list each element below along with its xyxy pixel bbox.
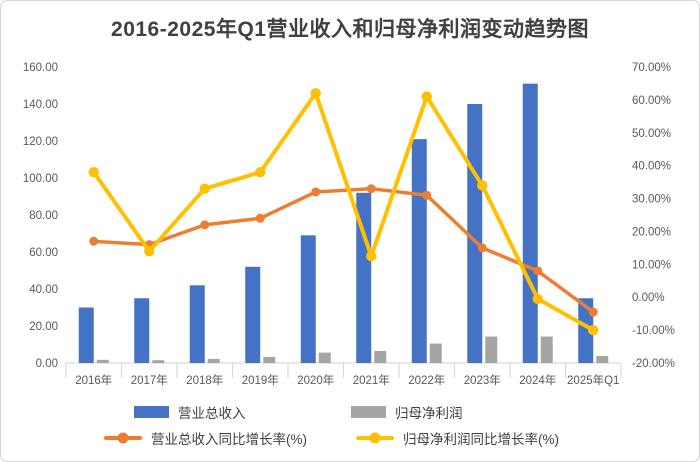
bar-profit	[152, 360, 165, 363]
bar-revenue	[356, 192, 372, 363]
profit-growth-point	[88, 167, 99, 178]
left-axis-tick-label: 160.00	[23, 62, 58, 74]
x-axis-category-label: 2020年	[297, 373, 334, 387]
chart-title: 2016-2025年Q1营业收入和归母净利润变动趋势图	[111, 18, 589, 41]
bar-revenue	[245, 266, 261, 363]
x-axis-category-label: 2022年	[408, 373, 445, 387]
profit-growth-line-swatch-icon	[356, 432, 394, 445]
bar-revenue	[78, 307, 94, 363]
left-axis-tick-label: 140.00	[23, 99, 58, 111]
left-axis-tick-label: 20.00	[29, 321, 58, 333]
bar-revenue	[134, 298, 150, 363]
right-axis-tick-label: 20.00%	[632, 226, 671, 238]
x-axis-category-label: 2018年	[186, 373, 223, 387]
legend-item-profit: 归母净利润	[351, 404, 463, 421]
right-axis-tick-label: 70.00%	[632, 62, 671, 74]
profit-growth-point	[532, 293, 543, 305]
revenue-bar-swatch-icon	[134, 406, 169, 418]
bar-revenue	[411, 139, 427, 363]
profit-growth-point	[477, 180, 488, 191]
bar-profit	[429, 343, 442, 363]
x-axis-category-label: 2024年	[519, 373, 556, 387]
revenue-growth-line	[92, 186, 595, 314]
x-axis-category-label: 2016年	[75, 373, 112, 387]
left-axis-tick-label: 80.00	[29, 210, 58, 222]
left-axis-tick-label: 120.00	[23, 136, 58, 148]
revenue-growth-point	[533, 266, 543, 276]
left-axis-tick-label: 0.00	[36, 358, 58, 370]
right-axis-tick-label: 50.00%	[632, 128, 671, 140]
profit-growth-point	[588, 324, 599, 336]
profit-growth-point	[255, 167, 266, 178]
left-axis-tick-label: 40.00	[29, 284, 58, 296]
legend-item-profit-growth: 归母净利润同比增长率(%)	[356, 430, 559, 447]
right-axis-tick-label: 40.00%	[632, 161, 671, 173]
bar-profit	[540, 336, 553, 363]
x-axis-category-label: 2025年Q1	[567, 373, 619, 387]
profit-bar-swatch-icon	[351, 406, 386, 418]
bar-revenue	[189, 285, 205, 363]
bar-profit	[596, 355, 609, 363]
revenue-growth-point	[366, 184, 376, 194]
x-axis-category-label: 2019年	[242, 373, 279, 387]
left-axis-tick-label: 60.00	[29, 247, 58, 259]
legend-item-revenue-growth: 营业总收入同比增长率(%)	[104, 430, 307, 447]
right-axis-tick-label: 30.00%	[632, 194, 671, 206]
bar-revenue	[300, 235, 316, 363]
legend-label-revenue: 营业总收入	[178, 406, 246, 421]
bar-profit	[374, 350, 387, 363]
legend-item-revenue: 营业总收入	[134, 404, 246, 421]
bar-profit	[263, 356, 276, 363]
profit-growth-point	[310, 88, 321, 99]
right-axis-tick-label: 0.00%	[632, 292, 665, 304]
revenue-growth-point	[422, 190, 432, 200]
right-axis-tick-label: -20.00%	[632, 358, 675, 370]
revenue-growth-point	[311, 187, 321, 197]
revenue-growth-line-swatch-icon	[104, 432, 142, 445]
bar-profit	[485, 336, 498, 363]
revenue-growth-point	[588, 307, 598, 317]
profit-growth-point	[199, 183, 210, 194]
bar-profit	[207, 358, 220, 363]
profit-growth-point	[144, 245, 155, 257]
x-axis-category-label: 2023年	[464, 373, 501, 387]
legend-label-profit: 归母净利润	[395, 406, 463, 421]
bar-profit	[96, 359, 109, 363]
x-axis-category-label: 2017年	[131, 373, 168, 387]
left-axis-tick-label: 100.00	[23, 173, 58, 185]
revenue-growth-point	[89, 236, 99, 246]
x-axis-category-label: 2021年	[353, 373, 390, 387]
revenue-growth-point	[255, 213, 265, 223]
right-axis-tick-label: 10.00%	[632, 259, 671, 271]
revenue-growth-point	[200, 220, 210, 230]
profit-growth-point	[421, 91, 432, 102]
legend-label-revenue-growth: 营业总收入同比增长率(%)	[151, 432, 307, 447]
revenue-growth-point	[477, 243, 487, 253]
profit-growth-line	[91, 91, 596, 333]
right-axis-tick-label: 60.00%	[632, 95, 671, 107]
profit-growth-point	[366, 250, 377, 262]
bar-revenue	[522, 83, 538, 364]
legend-label-profit-growth: 归母净利润同比增长率(%)	[403, 432, 559, 447]
bar-profit	[318, 352, 331, 363]
right-axis-tick-label: -10.00%	[632, 325, 675, 337]
